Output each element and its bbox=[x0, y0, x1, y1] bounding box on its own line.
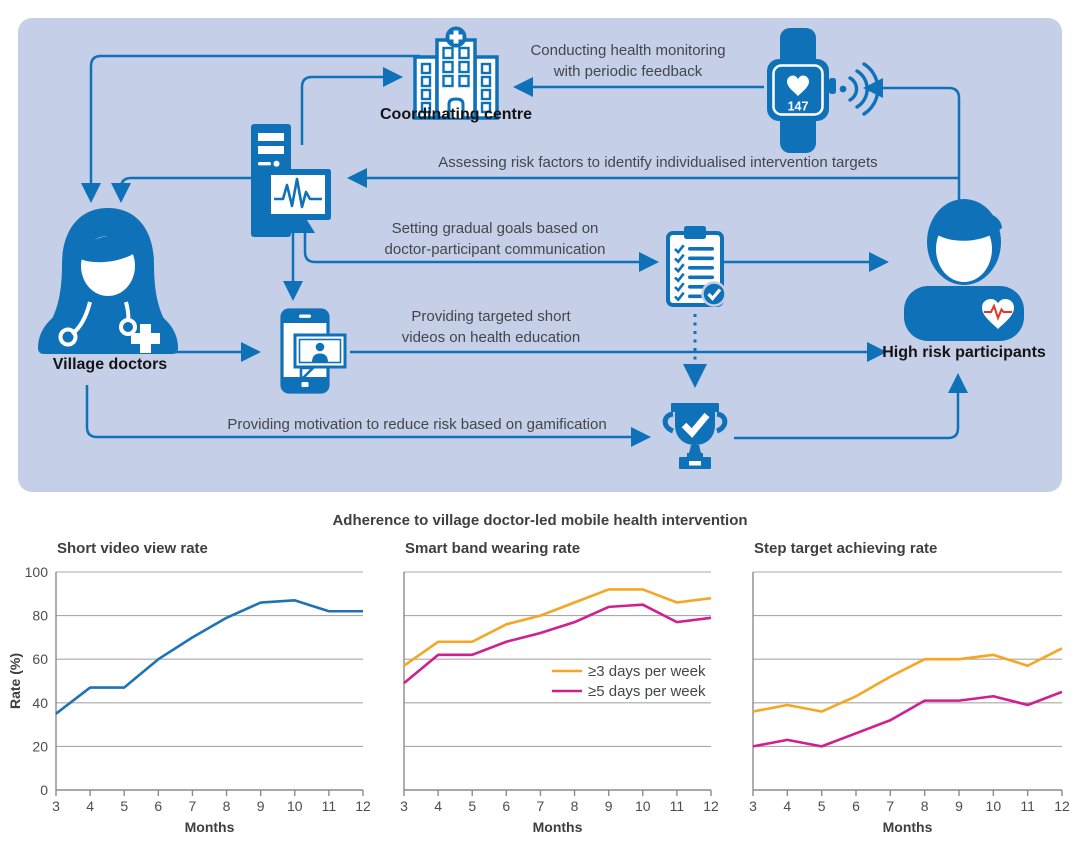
village-doctors-label: Village doctors bbox=[52, 356, 168, 373]
annotation-videos: Providing targeted short videos on healt… bbox=[401, 308, 581, 346]
arrow-computer-to-centre bbox=[300, 67, 403, 145]
x-axis-title: Months bbox=[185, 819, 235, 835]
y-tick-label: 100 bbox=[25, 564, 49, 580]
legend-label: ≥3 days per week bbox=[588, 663, 706, 680]
checklist-done-badge bbox=[701, 281, 727, 307]
arrow-trophy-to-participant bbox=[734, 373, 968, 440]
high-risk-participant-icon bbox=[904, 199, 1024, 341]
adherence-charts-svg: 3 4 5 6 7 8 9 10 11 12 0 20 40 60 80 100 Rate (%) Short v… bbox=[7, 540, 1070, 835]
x-tick-label: 6 bbox=[502, 798, 510, 814]
intervention-diagram-panel: Coordinating centre 147 bbox=[18, 18, 1062, 492]
flow-arrows bbox=[81, 54, 968, 447]
heart-ecg-badge bbox=[982, 299, 1014, 329]
chart-panel-0: 3 4 5 6 7 8 9 10 11 12 0 20 40 60 80 100 Rate (%) Short v… bbox=[7, 540, 371, 835]
x-axis-title: Months bbox=[883, 819, 933, 835]
chart-title: Step target achieving rate bbox=[754, 540, 937, 557]
series-line bbox=[752, 647, 1063, 713]
y-axis-title: Rate (%) bbox=[7, 653, 23, 709]
y-tick-label: 40 bbox=[32, 695, 48, 711]
x-tick-label: 12 bbox=[1054, 798, 1070, 814]
x-tick-label: 3 bbox=[52, 798, 60, 814]
x-tick-label: 9 bbox=[257, 798, 265, 814]
goal-checklist-icon bbox=[666, 226, 727, 307]
y-tick-label: 60 bbox=[32, 651, 48, 667]
x-tick-label: 11 bbox=[1020, 798, 1035, 814]
x-tick-label: 8 bbox=[223, 798, 231, 814]
arrow-computer-to-checklist bbox=[303, 225, 659, 272]
chart-panel-2: 3 4 5 6 7 8 9 10 11 12 Step target achieving rate M… bbox=[749, 540, 1070, 835]
x-tick-label: 12 bbox=[703, 798, 719, 814]
y-tick-label: 20 bbox=[32, 738, 48, 754]
x-tick-label: 9 bbox=[955, 798, 963, 814]
chart-title: Short video view rate bbox=[57, 540, 208, 557]
annotation-assessing: Assessing risk factors to identify indiv… bbox=[438, 154, 878, 171]
x-tick-label: 10 bbox=[287, 798, 303, 814]
arrow-centre-to-doctor bbox=[81, 54, 420, 203]
series-line bbox=[403, 588, 712, 667]
smart-band-icon: 147 bbox=[767, 28, 880, 153]
watch-reading-value: 147 bbox=[788, 100, 809, 114]
x-tick-label: 10 bbox=[986, 798, 1002, 814]
health-video-phone-icon bbox=[280, 308, 347, 394]
annotation-monitoring: Conducting health monitoring with period… bbox=[530, 42, 726, 80]
x-tick-label: 7 bbox=[537, 798, 545, 814]
x-tick-label: 8 bbox=[921, 798, 929, 814]
village-doctor-icon bbox=[38, 208, 178, 354]
x-tick-label: 10 bbox=[635, 798, 651, 814]
series-line bbox=[403, 603, 712, 685]
x-axis-title: Months bbox=[533, 819, 583, 835]
arrow-doctor-to-trophy bbox=[85, 385, 651, 447]
chart-title: Smart band wearing rate bbox=[405, 540, 580, 557]
x-tick-label: 3 bbox=[400, 798, 408, 814]
x-tick-label: 9 bbox=[605, 798, 613, 814]
x-tick-label: 7 bbox=[886, 798, 894, 814]
series-line bbox=[55, 599, 363, 715]
annotation-gamification: Providing motivation to reduce risk base… bbox=[227, 416, 607, 433]
x-tick-label: 6 bbox=[852, 798, 860, 814]
x-tick-label: 12 bbox=[355, 798, 371, 814]
y-tick-label: 80 bbox=[32, 608, 48, 624]
gamification-trophy-icon bbox=[662, 403, 728, 469]
hospital-building-icon bbox=[413, 26, 499, 120]
x-tick-label: 4 bbox=[434, 798, 442, 814]
x-tick-label: 4 bbox=[86, 798, 94, 814]
charts-section-title: Adherence to village doctor-led mobile h… bbox=[332, 512, 748, 529]
x-tick-label: 11 bbox=[670, 798, 685, 814]
chart-panel-1: 3 4 5 6 7 8 9 10 11 12 Smart band wearing rate Mont… bbox=[400, 540, 719, 835]
y-tick-label: 0 bbox=[40, 782, 48, 798]
computer-monitoring-icon bbox=[251, 124, 331, 237]
x-tick-label: 6 bbox=[154, 798, 162, 814]
x-tick-label: 5 bbox=[468, 798, 476, 814]
high-risk-participants-label: High risk participants bbox=[882, 344, 1046, 361]
x-tick-label: 11 bbox=[322, 798, 337, 814]
x-tick-label: 7 bbox=[189, 798, 197, 814]
x-tick-label: 4 bbox=[783, 798, 791, 814]
series-line bbox=[752, 690, 1063, 748]
x-tick-label: 3 bbox=[749, 798, 757, 814]
x-tick-label: 5 bbox=[818, 798, 826, 814]
arrow-computer-to-doctor bbox=[111, 176, 252, 203]
arrow-participant-to-watch bbox=[863, 78, 961, 202]
x-tick-label: 8 bbox=[571, 798, 579, 814]
x-tick-label: 5 bbox=[120, 798, 128, 814]
legend-label: ≥5 days per week bbox=[588, 683, 706, 700]
coordinating-centre-label: Coordinating centre bbox=[379, 106, 533, 123]
annotation-goals: Setting gradual goals based on doctor-pa… bbox=[384, 220, 606, 258]
